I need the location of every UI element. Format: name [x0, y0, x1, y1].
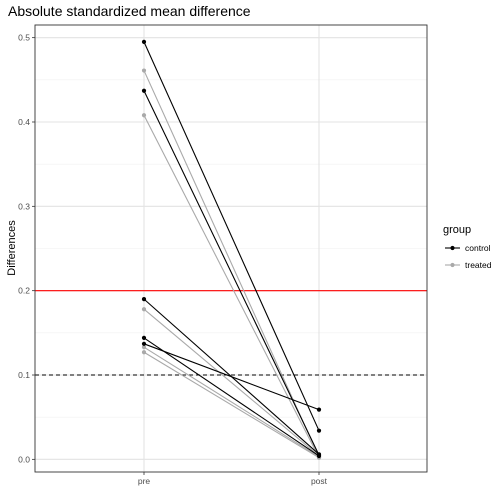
series-line-control: [143, 90, 320, 456]
series-line-treated: [143, 70, 320, 458]
series-line-control: [143, 343, 320, 411]
data-point-control: [141, 88, 147, 93]
y-tick-label: 0.4: [18, 117, 30, 127]
chart-title: Absolute standardized mean difference: [8, 3, 251, 19]
x-axis: pre post: [138, 472, 328, 486]
data-point-treated: [141, 113, 147, 118]
data-point-control: [141, 39, 147, 44]
y-tick-label: 0.1: [18, 370, 30, 380]
y-tick-label: 0.0: [18, 454, 30, 464]
series-line-treated: [143, 114, 320, 458]
series-group: [143, 41, 320, 459]
data-point-control: [141, 341, 147, 346]
series-line-treated: [143, 308, 320, 457]
legend-key-point-control: [450, 245, 455, 251]
legend-title: group: [443, 224, 471, 236]
data-point-control: [141, 297, 147, 302]
legend-label-control: control: [465, 243, 491, 253]
legend-label-treated: treated: [465, 260, 492, 270]
y-tick-label: 0.2: [18, 286, 30, 296]
y-axis-title: Differences: [6, 220, 18, 276]
data-point-treated: [141, 307, 147, 312]
x-tick-label: pre: [138, 476, 151, 486]
legend: group control treated: [443, 224, 492, 270]
data-point-control: [316, 453, 322, 459]
data-point-treated: [141, 345, 147, 350]
panel-border: [34, 24, 428, 473]
data-point-control: [141, 335, 147, 340]
series-line-control: [143, 41, 320, 431]
x-tick-label: post: [311, 476, 328, 486]
data-point-treated: [141, 68, 147, 73]
y-tick-label: 0.5: [18, 33, 30, 43]
data-point-treated: [141, 350, 147, 355]
legend-key-point-treated: [450, 262, 455, 268]
reference-lines: [35, 290, 427, 376]
series-line-control: [143, 337, 320, 457]
series-line-treated: [143, 346, 320, 458]
points-group: [141, 39, 322, 460]
data-point-control: [316, 428, 322, 433]
panel-frame: [34, 24, 428, 473]
series-line-treated: [143, 351, 320, 459]
y-tick-label: 0.3: [18, 201, 30, 211]
y-axis: 0.0 0.1 0.2 0.3 0.4 0.5: [18, 33, 35, 464]
data-point-control: [316, 407, 322, 412]
